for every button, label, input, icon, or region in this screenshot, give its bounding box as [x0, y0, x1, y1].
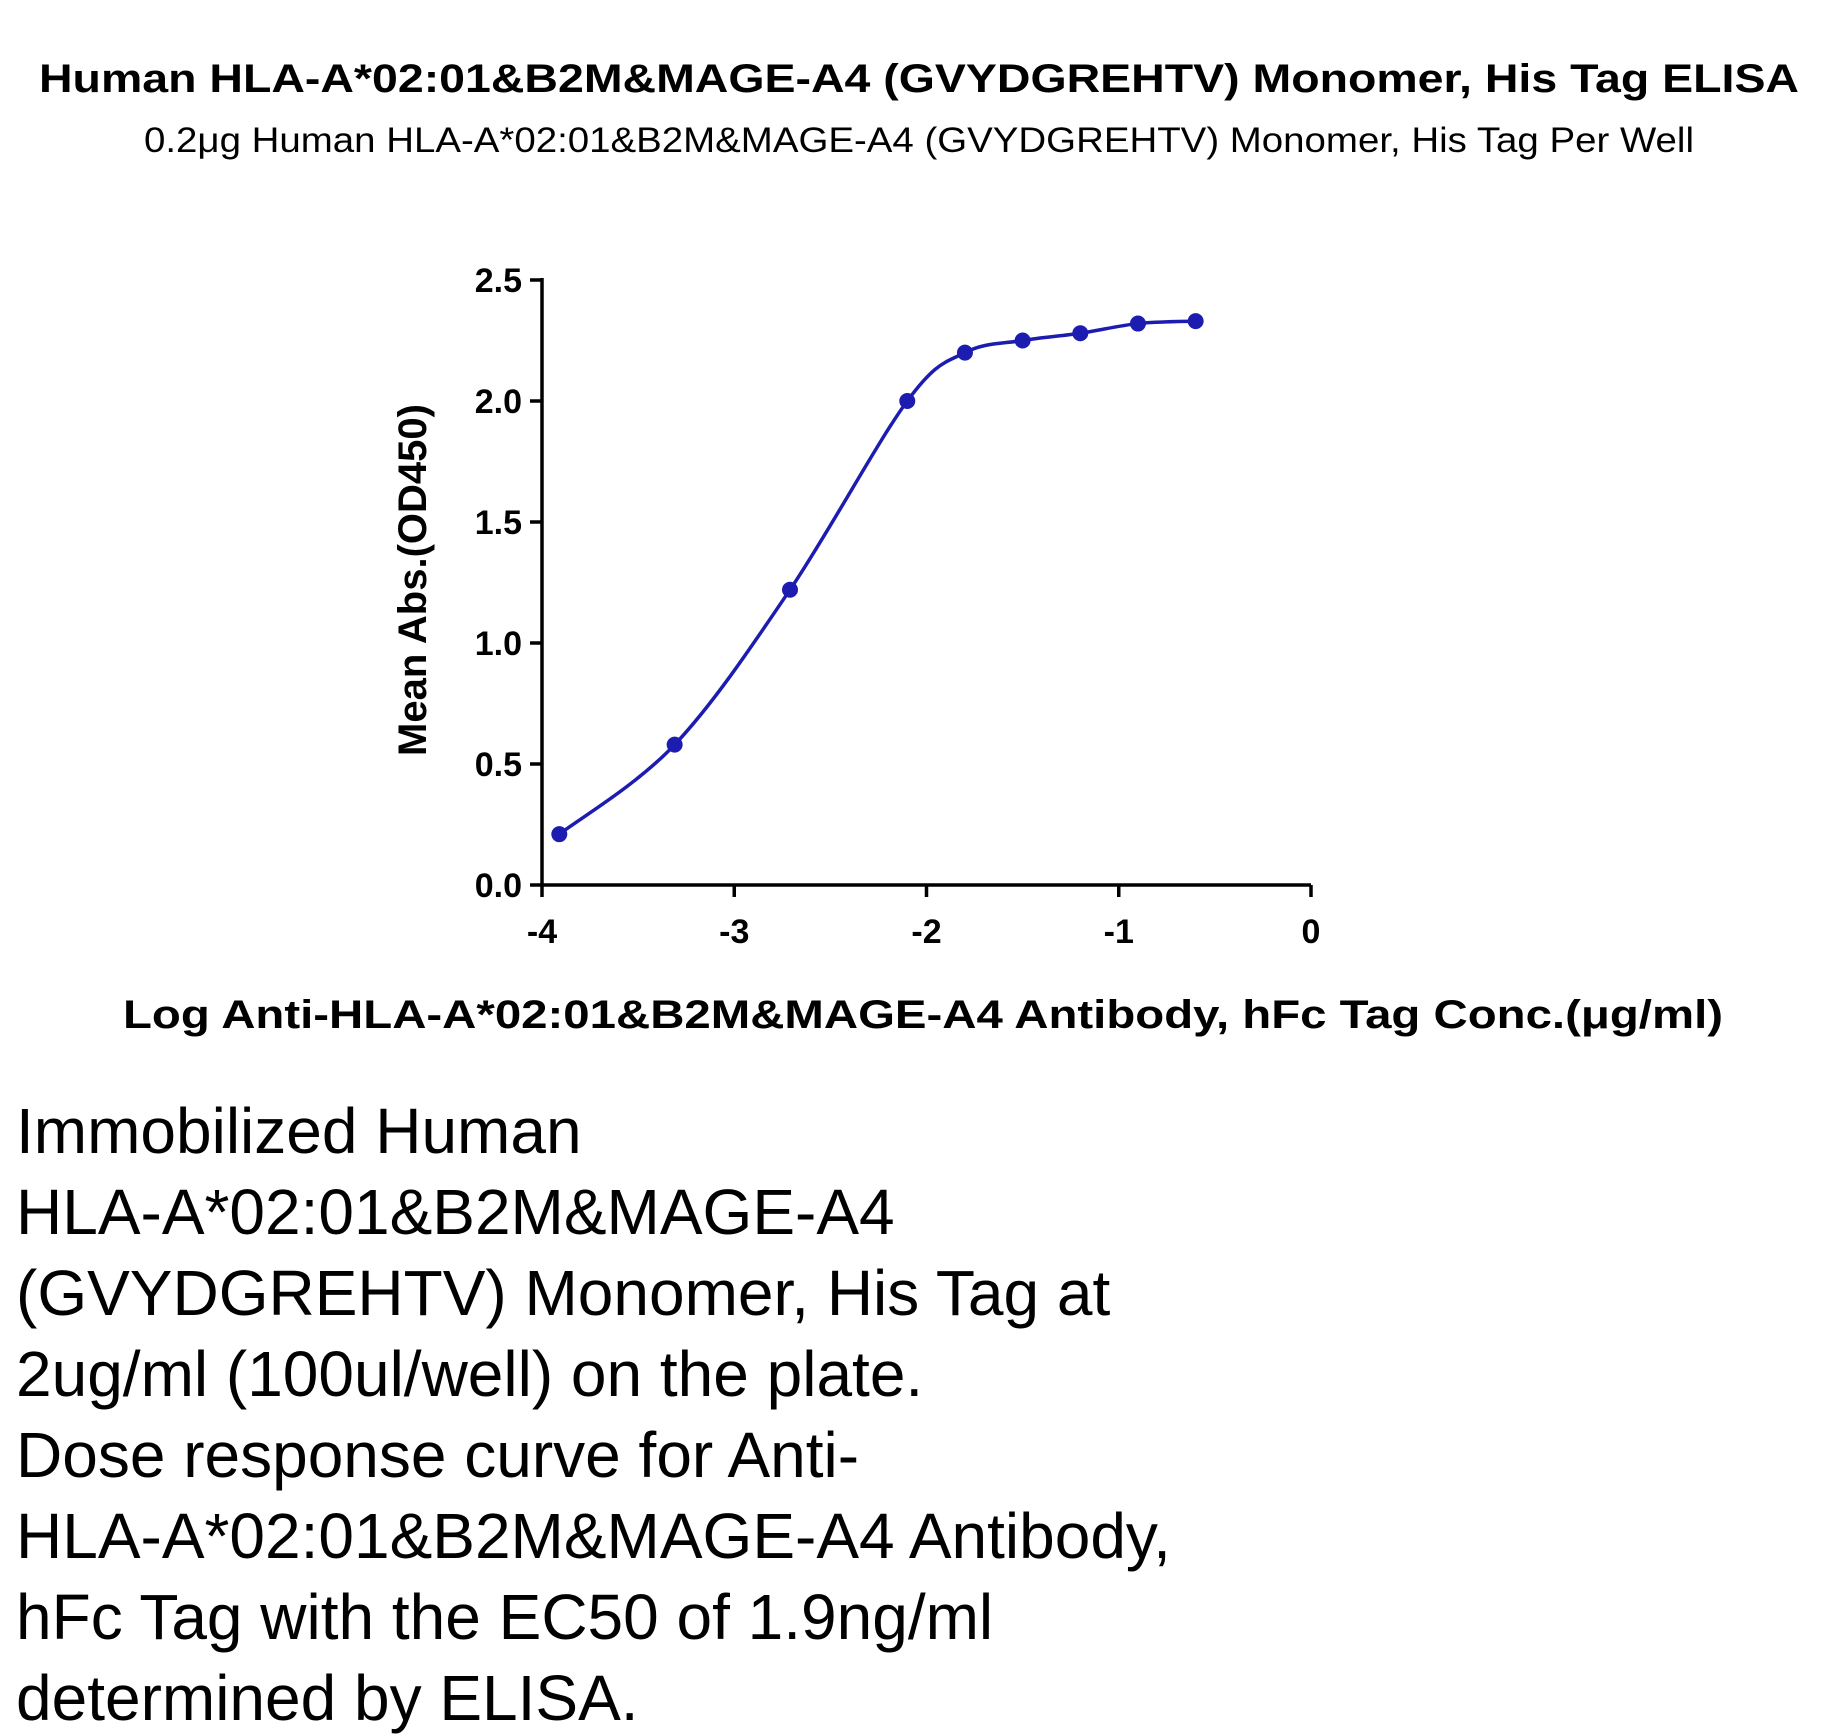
x-tick-label: -2	[911, 913, 941, 951]
fit-curve	[558, 319, 1196, 836]
caption-line: HLA-A*02:01&B2M&MAGE-A4	[16, 1176, 895, 1248]
data-point	[1129, 315, 1146, 332]
x-axis-label: Log Anti-HLA-A*02:01&B2M&MAGE-A4 Antibod…	[123, 993, 1723, 1037]
y-tick-label: 2.0	[475, 383, 522, 421]
x-tick-label: -3	[719, 913, 749, 951]
caption-line: Dose response curve for Anti-	[16, 1419, 859, 1491]
y-tick-label: 1.5	[475, 504, 522, 542]
caption-line: determined by ELISA.	[16, 1662, 639, 1734]
chart-subtitle: 0.2μg Human HLA-A*02:01&B2M&MAGE-A4 (GVY…	[144, 121, 1694, 160]
caption-line: (GVYDGREHTV) Monomer, His Tag at	[16, 1257, 1110, 1329]
caption-line: 2ug/ml (100ul/well) on the plate.	[16, 1338, 923, 1410]
data-point	[1014, 332, 1031, 349]
data-point	[1187, 313, 1204, 330]
x-tick-label: 0	[1302, 913, 1321, 951]
data-point	[956, 344, 973, 361]
y-tick-label: 2.5	[475, 262, 522, 300]
y-tick-label: 0.0	[475, 867, 522, 905]
y-tick-label: 0.5	[475, 746, 522, 784]
chart-title: Human HLA-A*02:01&B2M&MAGE-A4 (GVYDGREHT…	[39, 57, 1799, 101]
data-point	[1072, 325, 1089, 342]
data-point	[899, 393, 916, 409]
data-point	[782, 581, 799, 598]
caption-line: hFc Tag with the EC50 of 1.9ng/ml	[16, 1581, 993, 1653]
y-axis-label: Mean Abs.(OD450)	[391, 404, 435, 756]
x-tick-label: -1	[1104, 913, 1134, 951]
caption-line: HLA-A*02:01&B2M&MAGE-A4 Antibody,	[16, 1500, 1171, 1572]
y-tick-label: 1.0	[475, 625, 522, 663]
data-point	[666, 736, 683, 753]
x-tick-label: -4	[527, 913, 557, 951]
caption-line: Immobilized Human	[16, 1095, 582, 1167]
data-point	[551, 826, 568, 843]
